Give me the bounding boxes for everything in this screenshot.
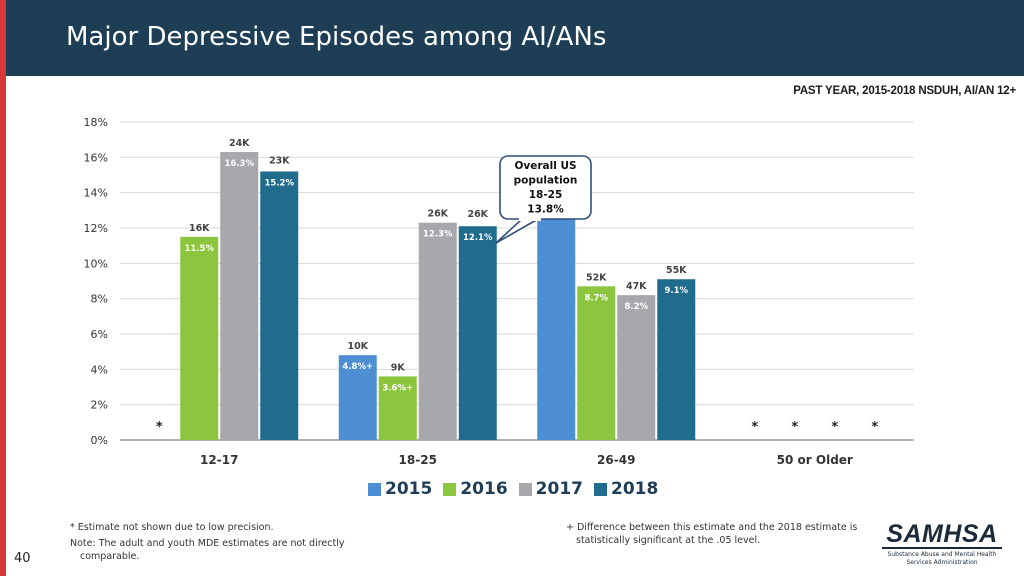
count-label: 26K — [467, 209, 488, 220]
legend-label-2017: 2017 — [535, 479, 583, 499]
data-label: 16.3% — [225, 159, 255, 169]
count-label: 24K — [229, 138, 250, 149]
bar-2015-26-49 — [537, 196, 576, 440]
callout-line: population — [514, 175, 578, 187]
legend-item-2018: 2018 — [593, 479, 659, 499]
legend-item-2017: 2017 — [518, 479, 583, 499]
legend-label-2015: 2015 — [385, 479, 433, 499]
data-label: 8.2% — [624, 302, 648, 312]
bar-2017-26-49 — [617, 295, 656, 440]
callout-line: Overall US — [514, 160, 576, 172]
missing-marker: * — [831, 420, 838, 435]
legend-item-2016: 2016 — [443, 479, 508, 499]
chart-subtitle: PAST YEAR, 2015-2018 NSDUH, AI/AN 12+ — [793, 85, 1016, 97]
bar-2018-12-17 — [260, 171, 299, 440]
missing-marker: * — [156, 420, 163, 435]
y-tick-label: 0% — [91, 434, 108, 447]
data-label: 8.7% — [584, 293, 608, 303]
data-label: 9.1% — [664, 286, 688, 296]
missing-marker: * — [791, 420, 798, 435]
page-number: 40 — [14, 551, 31, 566]
slide-header: Major Depressive Episodes among AI/ANs — [6, 0, 1024, 76]
legend-item-2015: 2015 — [368, 479, 432, 499]
data-label: 4.8%+ — [342, 362, 373, 372]
x-tick-label: 18-25 — [399, 453, 437, 467]
bar-2016-26-49 — [577, 286, 616, 440]
legend-swatch-2016 — [443, 482, 457, 496]
footnote-difference-cont: statistically significant at the .05 lev… — [576, 535, 761, 546]
y-tick-label: 4% — [91, 363, 108, 376]
x-tick-label: 50 or Older — [777, 453, 853, 467]
y-tick-label: 6% — [91, 328, 108, 341]
x-tick-label: 12-17 — [200, 453, 238, 467]
data-label: 15.2% — [265, 178, 295, 188]
left-accent-stripe — [0, 0, 6, 576]
y-tick-label: 12% — [84, 222, 108, 235]
bar-2018-26-49 — [657, 279, 696, 440]
count-label: 47K — [626, 281, 647, 292]
legend-swatch-2017 — [518, 482, 532, 496]
y-tick-label: 18% — [84, 116, 108, 129]
count-label: 26K — [427, 209, 448, 220]
logo-subtitle-2: Services Administration — [906, 559, 978, 566]
count-label: 23K — [269, 155, 290, 166]
count-label: 16K — [189, 223, 210, 234]
footnote-right: + Difference between this estimate and t… — [566, 521, 866, 547]
callout-pointer — [495, 218, 539, 244]
count-label: 52K — [586, 272, 607, 283]
count-label: 10K — [347, 341, 368, 352]
data-label: 11.5% — [185, 244, 215, 254]
y-tick-label: 16% — [84, 151, 108, 164]
chart-legend: 2015 2016 2017 2018 — [368, 479, 669, 499]
y-tick-label: 2% — [91, 399, 108, 412]
y-tick-label: 10% — [84, 257, 108, 270]
legend-swatch-2018 — [593, 482, 607, 496]
bar-2017-18-25 — [418, 222, 457, 440]
footnote-note-cont: comparable. — [80, 551, 140, 562]
data-label: 12.3% — [423, 230, 453, 240]
bar-2017-12-17 — [220, 152, 259, 441]
logo-wordmark: SAMHSA — [882, 521, 1002, 549]
callout-box — [499, 155, 592, 220]
bar-2015-18-25 — [338, 355, 377, 440]
bar-2018-18-25 — [458, 226, 497, 440]
count-label: 9K — [391, 362, 406, 373]
logo-subtitle-1: Substance Abuse and Mental Health — [887, 551, 997, 558]
callout-line: 18-25 — [529, 189, 563, 201]
callout-line: 13.8% — [527, 204, 564, 216]
missing-marker: * — [871, 420, 878, 435]
data-label: 3.6%+ — [382, 383, 413, 393]
data-label: 12.1% — [463, 233, 493, 243]
footnote-estimate: * Estimate not shown due to low precisio… — [70, 522, 274, 533]
count-label: 55K — [666, 265, 687, 276]
bar-2016-18-25 — [378, 376, 417, 440]
legend-swatch-2015 — [368, 482, 381, 496]
slide-title: Major Depressive Episodes among AI/ANs — [66, 22, 607, 52]
samhsa-logo: SAMHSA Substance Abuse and Mental Health… — [882, 521, 1002, 567]
y-tick-label: 8% — [91, 293, 108, 306]
legend-label-2016: 2016 — [460, 479, 508, 499]
footnote-difference: + Difference between this estimate and t… — [566, 522, 858, 533]
x-tick-label: 26-49 — [597, 453, 635, 467]
footnote-note: Note: The adult and youth MDE estimates … — [70, 538, 345, 549]
footnote-left: * Estimate not shown due to low precisio… — [70, 521, 370, 563]
bar-2016-12-17 — [180, 236, 219, 440]
legend-label-2018: 2018 — [610, 479, 659, 499]
callout-joint — [519, 217, 541, 221]
missing-marker: * — [751, 420, 758, 435]
y-tick-label: 14% — [84, 187, 108, 200]
